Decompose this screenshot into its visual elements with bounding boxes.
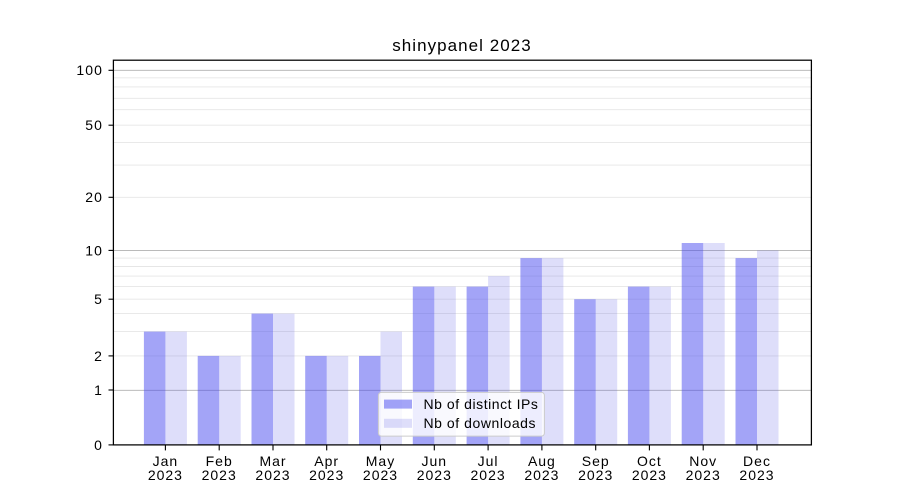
- svg-text:20: 20: [85, 189, 103, 205]
- svg-text:Sep: Sep: [582, 453, 610, 469]
- svg-text:0: 0: [94, 437, 103, 453]
- svg-text:Aug: Aug: [528, 453, 556, 469]
- svg-text:1: 1: [94, 382, 103, 398]
- svg-text:Nov: Nov: [689, 453, 717, 469]
- svg-text:shinypanel 2023: shinypanel 2023: [392, 36, 532, 55]
- svg-text:2023: 2023: [309, 467, 344, 483]
- svg-text:2023: 2023: [632, 467, 667, 483]
- svg-text:Apr: Apr: [314, 453, 339, 469]
- svg-text:2023: 2023: [739, 467, 774, 483]
- svg-text:2023: 2023: [202, 467, 237, 483]
- svg-text:Jul: Jul: [478, 453, 499, 469]
- svg-text:5: 5: [94, 291, 103, 307]
- svg-text:Nb of downloads: Nb of downloads: [424, 415, 537, 431]
- svg-text:50: 50: [85, 117, 103, 133]
- svg-text:2023: 2023: [471, 467, 506, 483]
- svg-text:2023: 2023: [524, 467, 559, 483]
- svg-text:Jan: Jan: [153, 453, 179, 469]
- svg-text:100: 100: [76, 62, 103, 78]
- svg-text:2023: 2023: [578, 467, 613, 483]
- svg-text:Dec: Dec: [743, 453, 771, 469]
- svg-text:2: 2: [94, 348, 103, 364]
- svg-text:2023: 2023: [255, 467, 290, 483]
- svg-text:Oct: Oct: [637, 453, 662, 469]
- svg-text:Mar: Mar: [259, 453, 286, 469]
- svg-text:2023: 2023: [363, 467, 398, 483]
- svg-text:Feb: Feb: [206, 453, 233, 469]
- svg-text:2023: 2023: [686, 467, 721, 483]
- svg-text:Jun: Jun: [422, 453, 448, 469]
- svg-text:2023: 2023: [417, 467, 452, 483]
- svg-text:2023: 2023: [148, 467, 183, 483]
- svg-text:May: May: [366, 453, 395, 469]
- svg-text:10: 10: [85, 242, 103, 258]
- svg-text:Nb of distinct IPs: Nb of distinct IPs: [424, 396, 539, 412]
